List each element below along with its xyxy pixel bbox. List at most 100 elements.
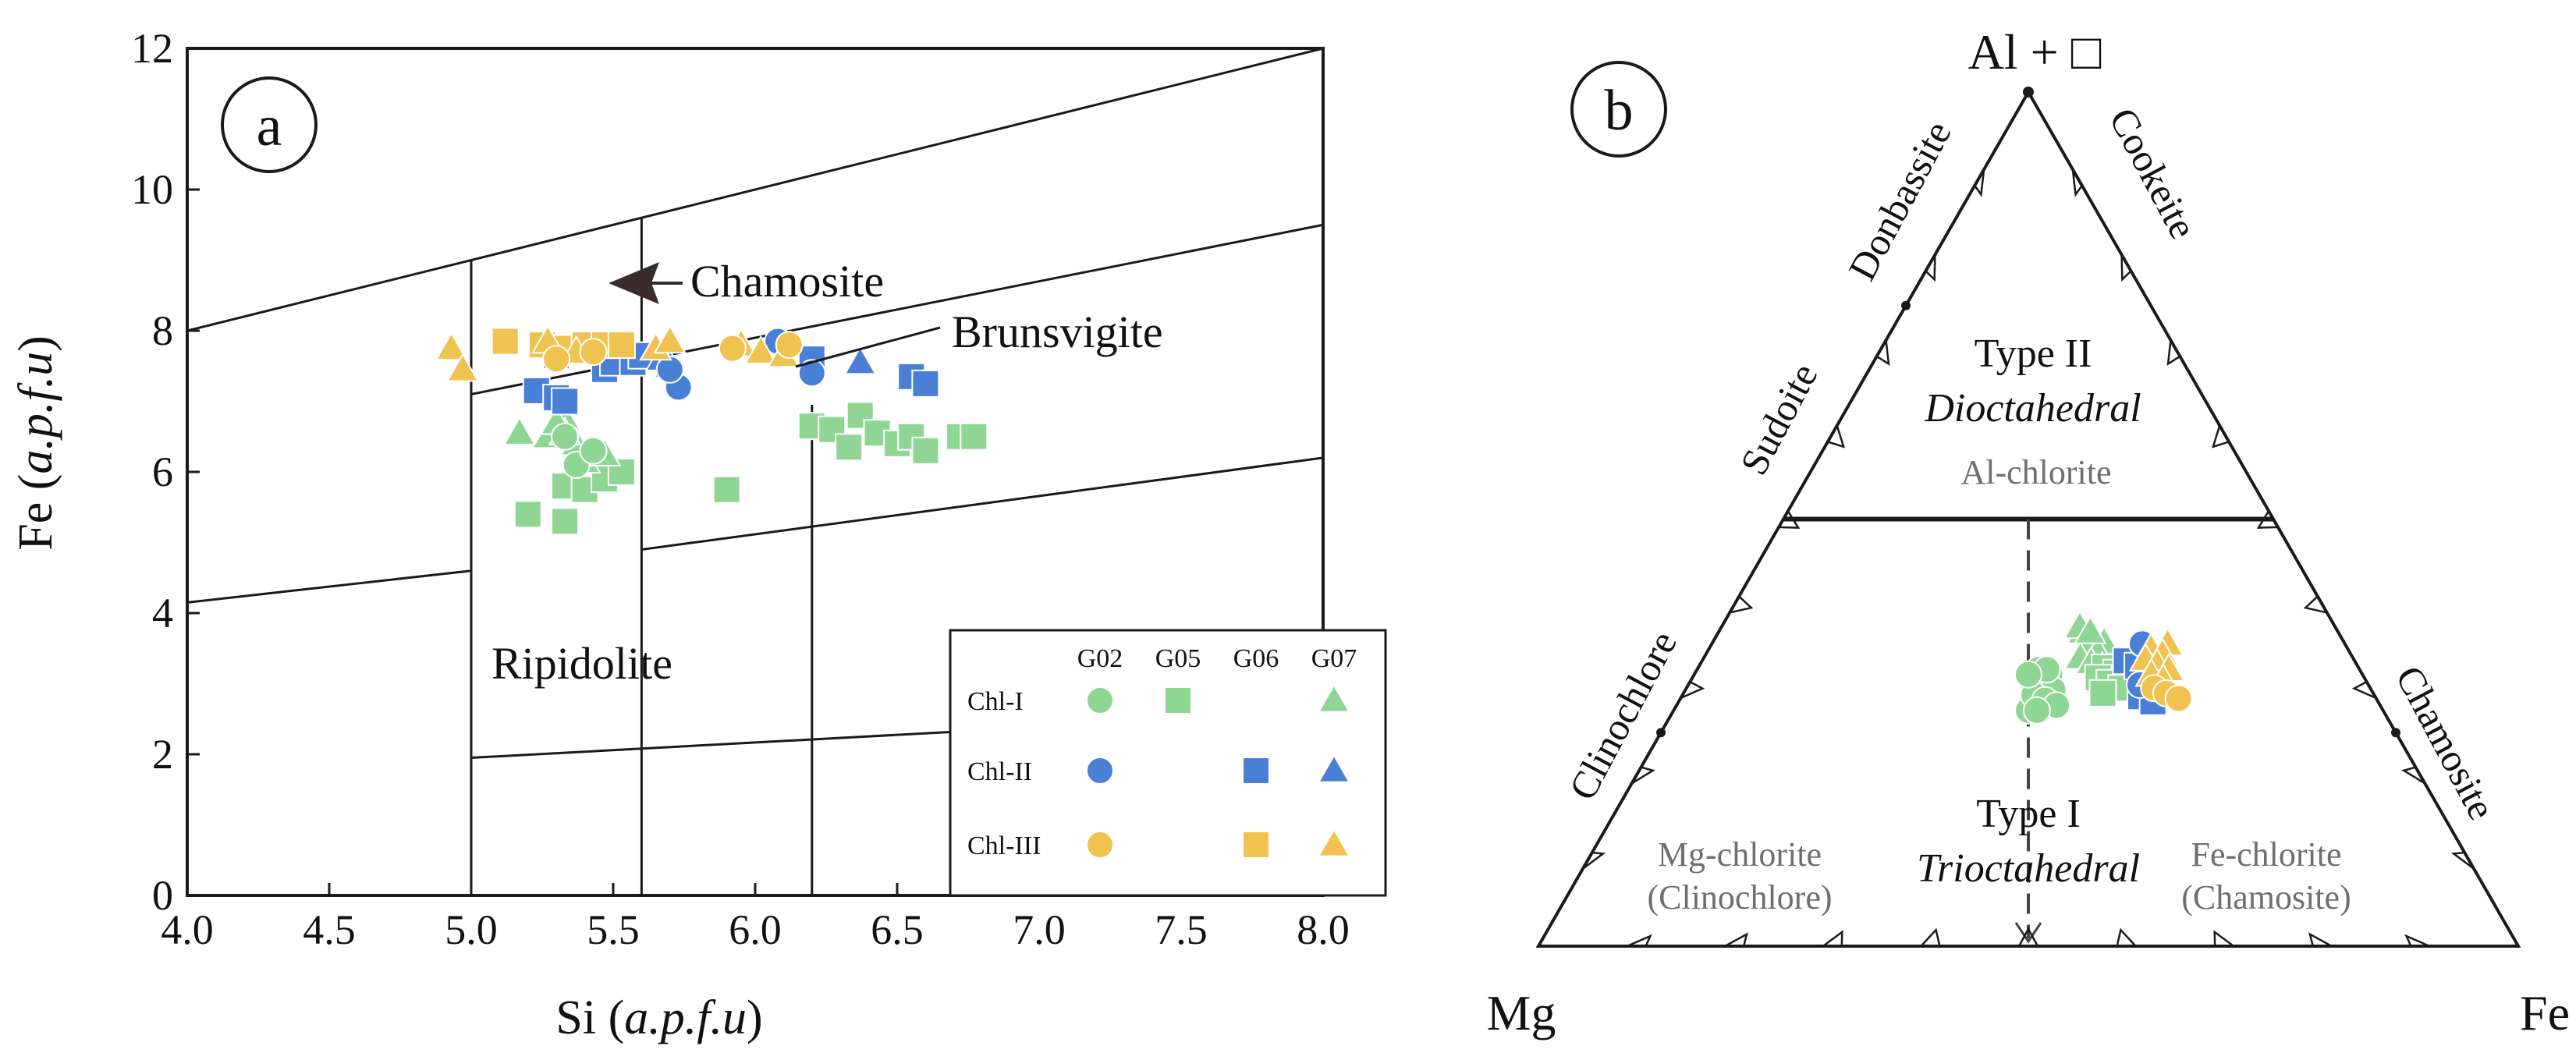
legend-marker-chl-i-g05 <box>1164 686 1192 714</box>
apex-right-label: Fe <box>2520 985 2570 1041</box>
ternary-ticks <box>1582 168 2475 948</box>
legend-marker-chl-ii-g06 <box>1242 757 1270 785</box>
x-tick-label: 4.0 <box>161 906 214 953</box>
x-tick-label: 7.0 <box>1013 906 1066 953</box>
point-chl-iii-g02 <box>542 345 571 374</box>
apex-top-label: Al + □ <box>1968 24 2102 80</box>
boundary-line-2 <box>186 569 472 604</box>
ternary-tick <box>1729 595 1754 614</box>
ternary-tick <box>1974 168 1985 197</box>
legend-marker-chl-ii-g02 <box>1086 757 1114 785</box>
point-chl-i-g05 <box>551 507 580 536</box>
legend-col-g02: G02 <box>1077 644 1123 673</box>
y-tick-label: 12 <box>131 25 173 72</box>
point-chl-iii-g02 <box>775 331 804 360</box>
legend-marker-chl-iii-g06 <box>1242 831 1270 859</box>
edge-dot <box>1901 300 1911 310</box>
edge-label-clinochlore: Clinochlore <box>1560 624 1685 807</box>
ternary-tick <box>2256 510 2279 529</box>
x-tick-label: 7.5 <box>1155 906 1208 953</box>
x-tick-label: 5.0 <box>445 906 498 953</box>
point-chl-iii-g07 <box>744 335 778 364</box>
mg-chlorite-sub: (Clinochlore) <box>1647 878 1832 916</box>
ternary-point-green-square <box>2088 679 2117 707</box>
ternary-tick <box>1822 930 1843 948</box>
point-chl-ii-g02 <box>655 355 684 384</box>
panel-label-b: b <box>1605 79 1634 143</box>
x-tick-label: 6.0 <box>729 906 782 953</box>
edge-label-chamosite: Chamosite <box>2387 658 2504 826</box>
apex-left-label: Mg <box>1487 985 1556 1041</box>
edge-label-donbassite: Donbassite <box>1840 114 1960 287</box>
ternary-point-green-triangle <box>2074 615 2107 644</box>
point-chl-iii-g02 <box>718 334 747 363</box>
ternary-tick <box>2116 927 2137 947</box>
point-chl-i-g05 <box>712 475 741 504</box>
dashed-line-arrowhead <box>2014 922 2042 944</box>
point-chl-iii-g07 <box>653 324 687 354</box>
y-tick-label: 4 <box>152 590 173 636</box>
point-chl-i-g05 <box>513 500 542 529</box>
type-ii-title: Type II <box>1975 332 2092 376</box>
apex-dot <box>2023 87 2034 98</box>
type-i-title: Type I <box>1976 792 2081 836</box>
edge-label-cookeite: Cookeite <box>2101 101 2205 246</box>
type-i-subtitle: Trioctahedral <box>1917 846 2140 891</box>
point-chl-iii-g06 <box>491 327 520 356</box>
ternary-tick <box>2450 851 2475 870</box>
chamosite-arrow <box>609 262 659 304</box>
ternary-tick <box>2308 932 2333 948</box>
panel-label-a: a <box>257 94 282 158</box>
ternary-tick <box>1582 851 1606 870</box>
y-tick-label: 8 <box>152 307 173 354</box>
point-chl-ii-g06 <box>551 387 580 416</box>
ternary-tick <box>2166 339 2181 366</box>
point-chl-i-g07 <box>502 416 537 445</box>
point-chl-i-g05 <box>911 436 940 465</box>
al-chlorite-label: Al-chlorite <box>1960 453 2111 491</box>
legend-col-g07: G07 <box>1311 644 1357 673</box>
ternary-point-green-circle <box>2014 660 2042 689</box>
ternary-tick <box>2401 766 2426 785</box>
legend-marker-chl-i-g02 <box>1086 686 1114 714</box>
x-tick-label: 6.5 <box>871 906 924 953</box>
legend-row-chl-iii: Chl-III <box>967 831 1041 860</box>
legend-frame <box>949 629 1387 897</box>
fe-chlorite-label: Fe-chlorite <box>2191 835 2341 874</box>
legend-marker-chl-iii-g02 <box>1086 831 1114 859</box>
point-chl-i-g05 <box>835 433 864 462</box>
point-chl-iii-g07 <box>435 332 468 361</box>
panel-b-ternary-chart: b Al + □ Mg Fe Type II Dioctahedral Al-c… <box>1487 24 2570 1041</box>
ternary-point-yellow-circle <box>2164 684 2193 713</box>
legend-col-g06: G06 <box>1233 644 1279 673</box>
point-chl-iii-g02 <box>579 338 608 367</box>
x-axis-title: Si (a.p.f.u) <box>555 991 762 1044</box>
ternary-tick <box>1875 339 1890 366</box>
ternary-data-points <box>2014 609 2193 725</box>
type-ii-subtitle: Dioctahedral <box>1924 386 2141 431</box>
ternary-tick <box>1925 254 1936 282</box>
legend-row-chl-ii: Chl-II <box>967 757 1032 786</box>
ternary-tick <box>2404 934 2430 948</box>
panel-label-circle-b <box>1570 61 1667 158</box>
panel-label-circle-a <box>221 76 318 173</box>
point-chl-i-g02 <box>579 436 608 465</box>
edge-dot <box>2391 728 2400 738</box>
boundary-line-0 <box>186 47 1324 332</box>
edge-dots <box>1656 87 2400 738</box>
legend-markers <box>1086 683 1351 859</box>
y-tick-label: 10 <box>131 166 173 213</box>
point-chl-ii-g06 <box>911 369 940 398</box>
point-chl-iii-g06 <box>607 331 636 360</box>
fe-chlorite-sub: (Chamosite) <box>2181 878 2351 916</box>
ternary-tick <box>1627 934 1652 948</box>
ternary-tick <box>1920 927 1941 947</box>
y-tick-label: 0 <box>152 872 173 919</box>
legend-row-chl-i: Chl-I <box>967 687 1024 716</box>
legend-marker-chl-iii-g07 <box>1317 828 1351 857</box>
ternary-tick <box>1827 425 1846 448</box>
boundary-line-3 <box>641 456 1324 551</box>
ternary-tick <box>1778 510 1801 529</box>
ternary-tick <box>2213 930 2234 948</box>
